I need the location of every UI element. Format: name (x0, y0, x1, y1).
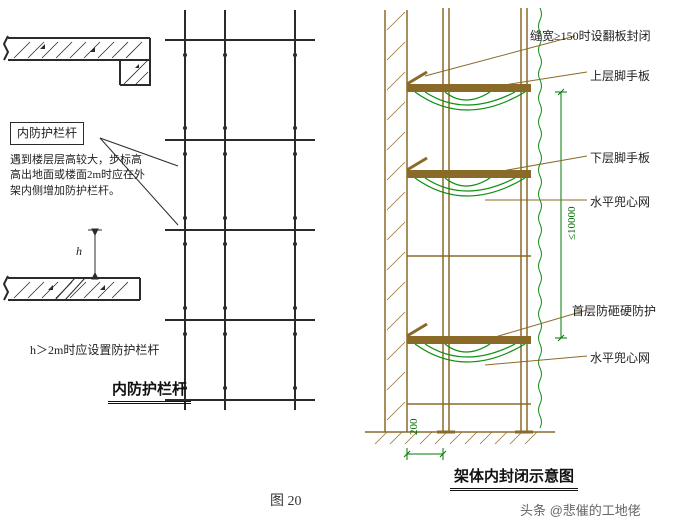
upper-plank-label: 上层脚手板 (590, 68, 650, 85)
left-box-label: 内防护栏杆 (10, 122, 84, 145)
left-note: 遇到楼层层高较大，步标高 高出地面或楼面2m时应在外 架内侧增加防护栏杆。 (10, 153, 145, 199)
dim-vertical: ≤10000 (566, 206, 578, 240)
watermark: 头条 @悲催的工地佬 (520, 500, 641, 519)
h-symbol: h (76, 243, 82, 260)
left-diagram (0, 0, 345, 430)
right-title: 架体内封闭示意图 (450, 465, 578, 491)
figure-number: 图 20 (270, 490, 302, 510)
h-rule: h＞2m时应设置防护栏杆 (30, 342, 159, 359)
gap-label: 缝宽≥150时设翻板封闭 (530, 28, 651, 45)
net2-label: 水平兜心网 (590, 350, 650, 367)
dim-200: 200 (408, 419, 420, 436)
net-label: 水平兜心网 (590, 194, 650, 211)
first-floor-label: 首层防砸硬防护 (572, 303, 656, 320)
lower-plank-label: 下层脚手板 (590, 150, 650, 167)
left-title: 内防护栏杆 (108, 378, 191, 404)
